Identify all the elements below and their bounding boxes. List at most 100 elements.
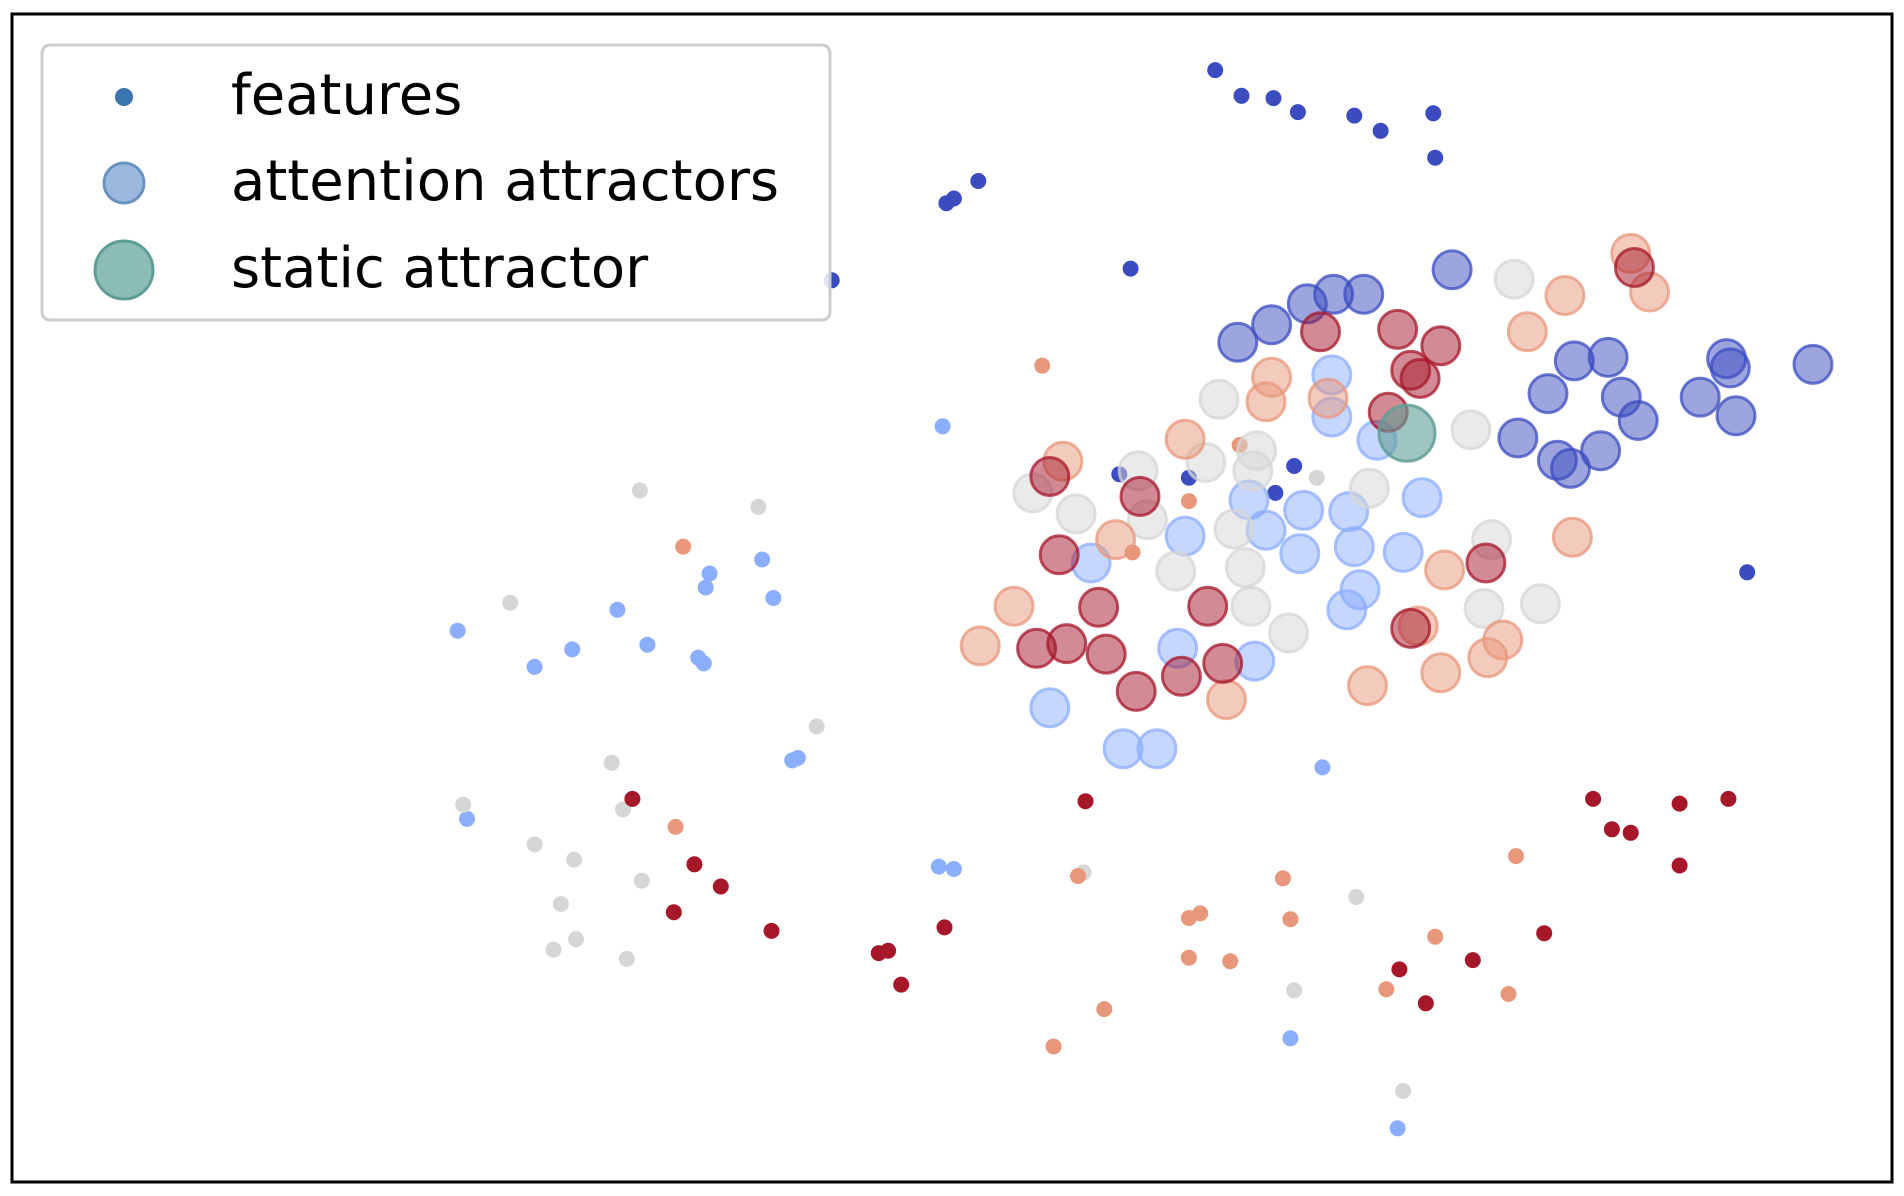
feature-point — [1372, 122, 1389, 139]
feature-point — [1180, 949, 1197, 966]
feature-point — [667, 818, 684, 835]
attention-attractor-point — [1078, 586, 1120, 628]
attention-attractor-point — [1580, 430, 1622, 472]
feature-point — [1222, 953, 1239, 970]
feature-point — [1585, 790, 1602, 807]
attention-attractor-point — [1424, 549, 1466, 591]
attention-attractor-point — [1715, 395, 1757, 437]
attention-attractor-point — [1326, 589, 1368, 631]
feature-point — [1180, 493, 1197, 510]
feature-point — [1378, 981, 1395, 998]
legend-features-marker — [115, 88, 133, 106]
attention-attractor-point — [1343, 273, 1385, 315]
feature-point — [1622, 824, 1639, 841]
feature-point — [1464, 952, 1481, 969]
feature-point — [1282, 911, 1299, 928]
feature-point — [701, 565, 718, 582]
feature-point — [1671, 857, 1688, 874]
attention-attractor-point — [1463, 588, 1505, 629]
data-points — [449, 62, 1834, 1137]
feature-point — [1233, 87, 1250, 104]
attention-attractor-point — [1251, 304, 1293, 346]
feature-point — [712, 878, 729, 895]
feature-point — [1425, 105, 1442, 122]
feature-point — [1034, 357, 1051, 374]
feature-point — [609, 601, 626, 618]
attention-attractor-point — [1551, 516, 1593, 558]
feature-point — [1286, 982, 1303, 999]
feature-point — [1348, 889, 1365, 905]
feature-point — [1536, 925, 1553, 942]
attention-attractor-point — [1347, 665, 1388, 707]
attention-attractor-point — [1519, 583, 1561, 625]
legend-attention-attractors-label: attention attractors — [231, 149, 779, 214]
attention-attractor-point — [1613, 247, 1655, 288]
attention-attractor-point — [1679, 376, 1721, 418]
attention-attractor-point — [1550, 447, 1591, 489]
feature-point — [1508, 848, 1524, 865]
feature-point — [930, 858, 947, 875]
feature-point — [455, 796, 472, 813]
feature-point — [697, 579, 714, 596]
legend-attention-attractors-marker — [102, 161, 146, 205]
feature-point — [945, 861, 962, 877]
feature-point — [1603, 821, 1620, 838]
attention-attractor-point — [1164, 515, 1206, 557]
attention-attractor-point — [1553, 340, 1595, 382]
feature-point — [449, 622, 466, 639]
feature-point — [1096, 1001, 1113, 1018]
feature-point — [1427, 149, 1444, 166]
feature-point — [675, 538, 692, 555]
feature-point — [1391, 961, 1408, 978]
feature-point — [1739, 564, 1756, 581]
static-attractor-point — [1377, 403, 1437, 463]
feature-point — [1122, 260, 1139, 277]
attention-attractor-point — [1348, 467, 1390, 509]
feature-point — [1274, 870, 1291, 887]
attention-attractor-point — [1029, 456, 1071, 497]
attention-attractor-point — [1617, 400, 1659, 441]
feature-point — [615, 801, 631, 818]
feature-point — [1389, 1120, 1406, 1137]
feature-point — [934, 418, 951, 435]
feature-point — [808, 718, 825, 735]
attention-attractor-point — [1029, 687, 1071, 729]
feature-point — [1267, 484, 1284, 501]
attention-attractor-point — [959, 625, 1001, 667]
attention-attractor-point — [1115, 670, 1157, 712]
attention-attractor-point — [1333, 526, 1375, 568]
attention-attractor-point — [1206, 679, 1247, 721]
feature-point — [1395, 1082, 1412, 1099]
attention-attractor-point — [1450, 409, 1492, 451]
feature-point — [1282, 1030, 1299, 1047]
attention-attractor-point — [1497, 417, 1539, 459]
attention-attractor-point — [1527, 373, 1569, 415]
feature-point — [568, 931, 584, 948]
feature-point — [624, 790, 641, 807]
feature-point — [686, 856, 703, 873]
feature-point — [631, 482, 648, 499]
feature-point — [1045, 1038, 1062, 1055]
feature-point — [936, 919, 953, 936]
feature-point — [1265, 90, 1282, 107]
attention-attractor-point — [1465, 542, 1507, 584]
attention-attractor-point — [1095, 519, 1137, 561]
feature-point — [1286, 458, 1303, 474]
legend-static-attractor-label: static attractor — [231, 236, 649, 301]
feature-point — [526, 658, 543, 675]
feature-point — [970, 173, 987, 189]
attention-attractor-point — [1709, 347, 1751, 389]
feature-point — [564, 641, 581, 658]
attention-attractor-point — [1587, 336, 1629, 378]
legend-features-label: features — [231, 63, 462, 128]
attention-attractor-point — [1390, 607, 1432, 649]
attention-attractor-point — [1420, 325, 1462, 367]
attention-attractor-point — [1224, 547, 1266, 589]
attention-attractor-point — [1198, 378, 1240, 420]
attention-attractor-point — [1792, 343, 1834, 385]
attention-attractor-point — [1279, 533, 1321, 575]
feature-point — [459, 810, 475, 827]
attention-attractor-point — [1016, 627, 1058, 669]
attention-attractor-point — [1431, 249, 1473, 291]
attention-attractor-point — [1160, 655, 1202, 697]
